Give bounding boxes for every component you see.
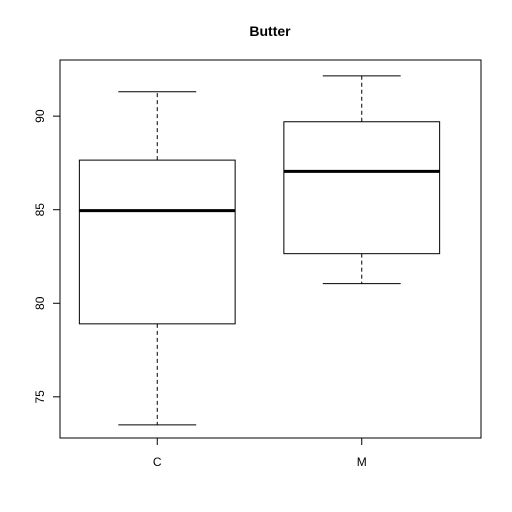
x-tick-label-M: M — [357, 455, 367, 469]
chart-title: Butter — [249, 23, 291, 39]
y-tick-label-85: 85 — [33, 203, 47, 217]
y-tick-label-75: 75 — [33, 390, 47, 404]
box-M — [283, 75, 441, 285]
box-rect-C — [78, 159, 236, 325]
x-tick-label-C: C — [153, 455, 162, 469]
y-axis: 75 80 85 90 — [33, 109, 60, 404]
box-rect-M — [283, 121, 441, 255]
boxes-layer — [78, 75, 441, 426]
box-C — [78, 91, 236, 426]
plot-frame — [59, 59, 482, 439]
y-tick-label-90: 90 — [33, 109, 47, 123]
y-tick-label-80: 80 — [33, 296, 47, 310]
